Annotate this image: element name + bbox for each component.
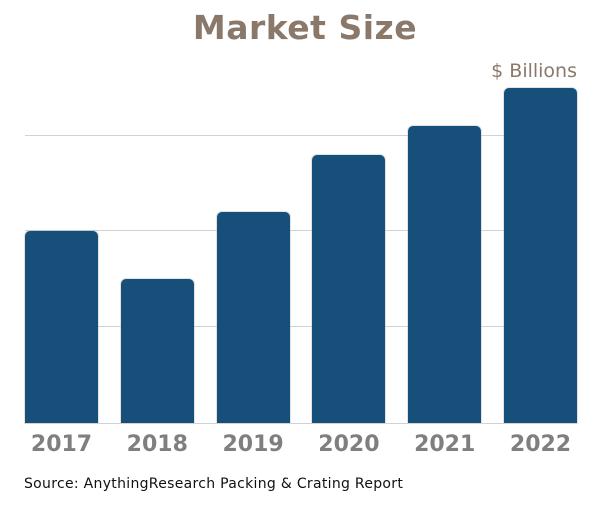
bar-2022 — [504, 87, 577, 423]
plot-area — [25, 69, 577, 424]
y-axis-unit-label: $ Billions — [491, 60, 577, 82]
source-note: Source: AnythingResearch Packing & Crati… — [24, 476, 404, 492]
chart-title: Market Size — [192, 8, 418, 47]
x-axis-label-2019: 2019 — [222, 432, 284, 457]
bar-2019 — [216, 212, 290, 423]
bar-2020 — [312, 154, 386, 423]
gridline — [25, 326, 577, 328]
x-axis-label-2022: 2022 — [509, 432, 572, 457]
bar-2018 — [120, 279, 194, 423]
x-axis-line — [25, 423, 577, 424]
x-axis-label-2021: 2021 — [414, 432, 476, 457]
x-axis-label-2020: 2020 — [318, 432, 380, 457]
gridline — [25, 230, 577, 232]
x-axis-label-2018: 2018 — [126, 432, 188, 457]
x-axis-labels: 2017 2018 2019 2020 2021 2022 — [25, 432, 577, 462]
bar-2021 — [408, 126, 482, 423]
gridline — [25, 134, 577, 136]
bar-2017 — [25, 231, 98, 423]
x-axis-label-2017: 2017 — [30, 432, 93, 457]
